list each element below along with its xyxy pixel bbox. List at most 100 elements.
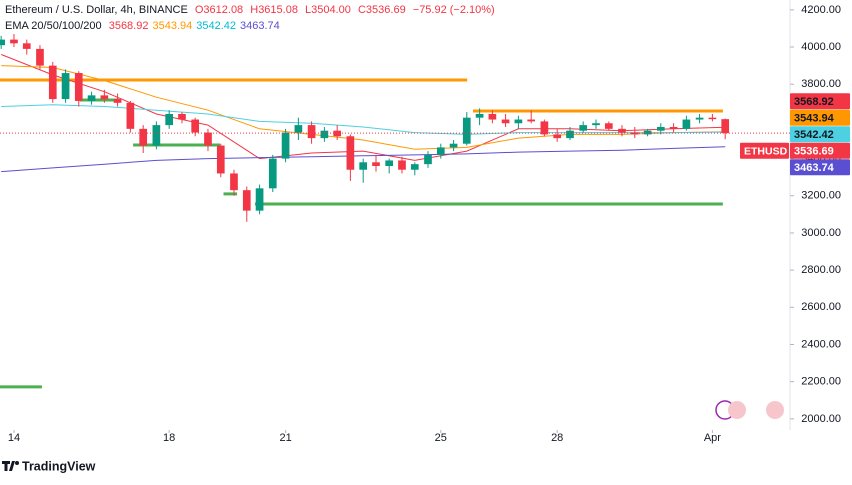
- candle-body: [10, 39, 18, 44]
- candle-body: [618, 128, 626, 133]
- legend-header: Ethereum / U.S. Dollar, 4h, BINANCE O361…: [5, 4, 499, 16]
- candle-body: [604, 123, 613, 129]
- ema-price-tag: 3542.42: [794, 129, 834, 141]
- candle-body: [410, 164, 419, 170]
- candle-body: [669, 126, 678, 129]
- candle-body: [74, 73, 83, 101]
- ohlc: O3612.08: [194, 4, 244, 16]
- candle-body: [242, 190, 251, 211]
- ema-value: 3543.94: [152, 20, 193, 32]
- candle-body: [540, 121, 549, 135]
- x-tick-label: 18: [163, 432, 175, 444]
- candle-body: [449, 143, 458, 148]
- ema-line: [1, 54, 726, 161]
- ohlc: C3536.69: [357, 4, 406, 16]
- candle-body: [346, 136, 355, 170]
- ema-price-tag-bg: [790, 159, 850, 176]
- ema-value: 3463.74: [240, 20, 280, 32]
- candle-body: [592, 123, 600, 126]
- y-tick-label: 3800.00: [801, 78, 841, 90]
- candle-body: [514, 119, 523, 124]
- icons: [715, 400, 784, 420]
- candle-body: [204, 132, 212, 146]
- candle-body: [721, 119, 730, 134]
- last-price-tag: 3536.69: [794, 146, 834, 158]
- candle-body: [643, 130, 652, 135]
- candle-body: [178, 113, 186, 120]
- candle-body: [579, 125, 588, 131]
- x-tick-label: 25: [435, 432, 447, 444]
- ema-value: 3568.92: [108, 20, 149, 32]
- y-tick-label: 4000.00: [801, 41, 841, 53]
- candle-body: [22, 43, 31, 49]
- candle-body: [501, 119, 510, 124]
- x-tick-label: 28: [551, 432, 563, 444]
- y-tick-label: 2200.00: [801, 376, 841, 388]
- candle-body: [385, 160, 394, 167]
- candle-body: [0, 39, 6, 46]
- ema-price-tag: 3543.94: [794, 113, 835, 125]
- candle-body: [527, 119, 536, 122]
- candle-body: [488, 113, 497, 120]
- candle-body: [139, 128, 148, 146]
- candle-body: [398, 160, 406, 170]
- candle-body: [294, 125, 303, 133]
- candle-body: [48, 65, 57, 100]
- ohlc: H3615.08: [250, 4, 298, 16]
- symbol-tag: ETHUSD: [744, 145, 788, 157]
- ema-price-tag: 3568.92: [794, 96, 834, 108]
- candle-body: [695, 117, 704, 120]
- logo: TradingView: [2, 459, 96, 473]
- candle-body: [152, 125, 161, 146]
- candle-body: [268, 158, 277, 189]
- candle-body: [320, 130, 329, 139]
- candle-body: [61, 73, 70, 100]
- ema-price-tag-bg: [790, 93, 850, 110]
- last-price-tag-bg: [790, 142, 850, 159]
- legend-ema: EMA 20/50/100/200 3568.92 3543.94 3542.42 3…: [5, 20, 284, 32]
- candle-body: [553, 134, 562, 139]
- y-tick-label: 2000.00: [801, 413, 841, 425]
- candle-body: [630, 132, 639, 135]
- candle-body: [216, 145, 225, 174]
- ema-line: [1, 146, 726, 173]
- y-tick-label: 3000.00: [801, 227, 841, 239]
- y-tick-label: 3200.00: [801, 190, 841, 202]
- candle-body: [708, 117, 717, 120]
- candle-body: [87, 95, 96, 101]
- symbol: Ethereum / U.S. Dollar, 4h, BINANCE: [5, 4, 188, 16]
- candle-body: [126, 102, 135, 129]
- candle-body: [372, 162, 380, 167]
- candle-body: [682, 119, 691, 129]
- candle-body: [255, 188, 264, 211]
- candle-body: [462, 117, 471, 144]
- ema-label: EMA 20/50/100/200: [5, 20, 102, 32]
- y-tick-label: 4200.00: [801, 4, 841, 16]
- ema-value: 3542.42: [196, 20, 236, 32]
- candle-body: [359, 162, 368, 170]
- ohlc: L3504.00: [305, 4, 351, 16]
- candle-body: [100, 95, 109, 100]
- candle-body: [475, 113, 484, 118]
- y-tick-label: 2400.00: [801, 338, 841, 350]
- candle-body: [307, 125, 316, 139]
- candle-body: [113, 99, 122, 103]
- candle-body: [566, 130, 574, 139]
- ema-line: [1, 65, 726, 150]
- candle-body: [656, 126, 665, 131]
- ema-price-tag: 3463.74: [794, 162, 835, 174]
- change: −75.92 (−2.10%): [412, 4, 495, 16]
- x-tick-label: Apr: [704, 432, 721, 444]
- ema-price-tag-bg: [790, 109, 850, 126]
- brand: TradingView: [22, 459, 96, 473]
- symbol-tag-bg: [740, 142, 789, 159]
- candle-body: [424, 154, 432, 165]
- ema-price-tag-bg: [790, 126, 850, 143]
- candle-body: [281, 132, 290, 159]
- ema-line: [1, 104, 726, 135]
- candle-body: [333, 130, 342, 137]
- x-tick-label: 21: [279, 432, 291, 444]
- candle-body: [36, 48, 44, 66]
